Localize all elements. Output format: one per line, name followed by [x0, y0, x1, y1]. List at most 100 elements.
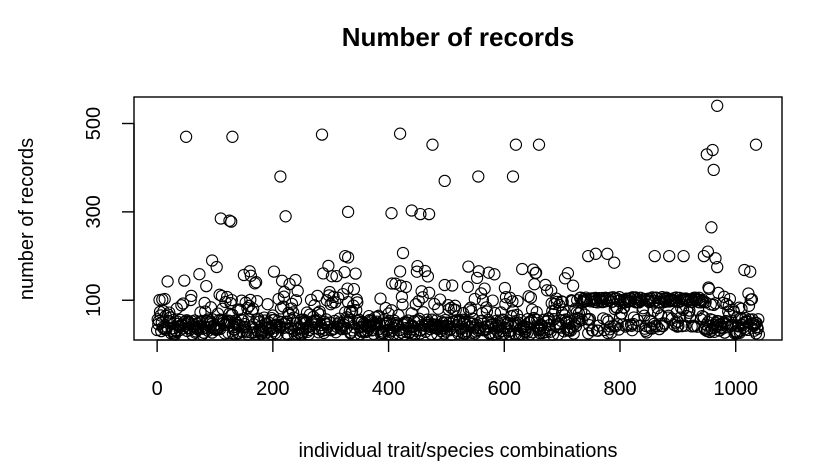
data-point: [281, 315, 294, 329]
data-point: [503, 291, 517, 304]
data-point: [571, 294, 584, 307]
data-point: [289, 294, 303, 307]
data-point: [410, 265, 424, 278]
data-point: [399, 280, 413, 294]
data-point: [662, 309, 675, 322]
data-point: [177, 297, 190, 310]
data-point: [619, 320, 632, 333]
data-point: [226, 130, 239, 143]
data-point: [532, 138, 546, 151]
data-point: [327, 290, 340, 304]
data-point: [291, 284, 304, 298]
data-point: [480, 301, 493, 314]
data-point: [709, 252, 722, 265]
data-point: [158, 292, 171, 306]
data-point: [351, 296, 364, 309]
data-point: [279, 210, 292, 223]
data-point: [600, 313, 613, 326]
data-point: [438, 278, 451, 292]
data-point: [738, 263, 751, 277]
data-point: [274, 302, 288, 315]
data-point: [179, 130, 193, 143]
data-point: [486, 294, 499, 307]
data-point: [341, 282, 354, 295]
data-point: [161, 275, 174, 288]
data-point: [553, 298, 566, 312]
data-point: [752, 313, 765, 326]
data-point: [516, 262, 529, 276]
data-point: [527, 263, 540, 276]
data-point: [275, 274, 289, 287]
data-point: [341, 205, 355, 219]
data-point: [671, 320, 684, 333]
data-point: [582, 249, 595, 263]
data-point: [422, 286, 436, 299]
y-axis: 100 300 500: [83, 107, 135, 317]
data-point: [697, 249, 711, 263]
data-point: [572, 307, 586, 320]
data-point: [200, 279, 213, 293]
data-point: [446, 279, 459, 292]
data-point: [589, 247, 602, 260]
data-point: [391, 318, 404, 331]
data-point: [744, 265, 757, 278]
data-point: [219, 295, 232, 309]
data-point: [341, 251, 355, 264]
y-tick-label: 300: [83, 195, 105, 228]
data-point: [550, 295, 564, 309]
data-point: [567, 327, 580, 340]
data-point: [330, 269, 343, 283]
data-point: [509, 138, 523, 151]
data-point: [723, 292, 737, 306]
data-point: [184, 293, 197, 307]
data-point: [542, 312, 555, 325]
data-point: [225, 293, 238, 307]
data-point: [416, 291, 429, 304]
x-tick-label: 800: [603, 378, 636, 400]
data-point: [469, 325, 483, 338]
data-point: [506, 170, 520, 183]
data-point: [374, 292, 387, 305]
data-point: [385, 207, 398, 220]
data-point: [608, 256, 621, 269]
data-point: [325, 270, 339, 283]
data-point: [442, 303, 455, 316]
data-point: [699, 296, 712, 309]
data-point: [749, 138, 763, 151]
data-point: [650, 320, 664, 333]
data-point: [279, 321, 292, 334]
data-point: [530, 306, 543, 319]
data-point: [415, 285, 428, 298]
data-point: [677, 249, 690, 263]
data-point: [506, 295, 519, 308]
data-point: [548, 297, 561, 311]
data-point: [672, 319, 685, 332]
data-point: [700, 148, 713, 161]
data-point: [405, 204, 418, 217]
data-point: [322, 259, 335, 273]
x-tick-label: 400: [372, 378, 405, 400]
x-axis: 0 200 400 600 800 1000: [152, 339, 758, 400]
data-point: [476, 294, 490, 307]
x-tick-label: 200: [256, 378, 289, 400]
data-point: [562, 316, 575, 330]
data-point: [347, 282, 361, 296]
data-point: [561, 267, 575, 280]
data-point: [175, 299, 188, 312]
data-point: [349, 267, 362, 280]
data-point: [371, 310, 384, 323]
data-point: [393, 127, 407, 140]
data-point: [426, 138, 439, 151]
data-point: [734, 324, 747, 337]
data-point: [742, 299, 756, 312]
data-point: [499, 298, 512, 311]
data-point: [707, 298, 720, 312]
data-point: [311, 306, 325, 320]
data-point: [163, 306, 176, 319]
data-point: [414, 207, 427, 221]
y-tick-label: 500: [83, 107, 105, 140]
chart-title: Number of records: [342, 22, 575, 52]
data-point: [470, 271, 484, 285]
data-point: [307, 322, 321, 335]
data-point: [243, 265, 256, 278]
